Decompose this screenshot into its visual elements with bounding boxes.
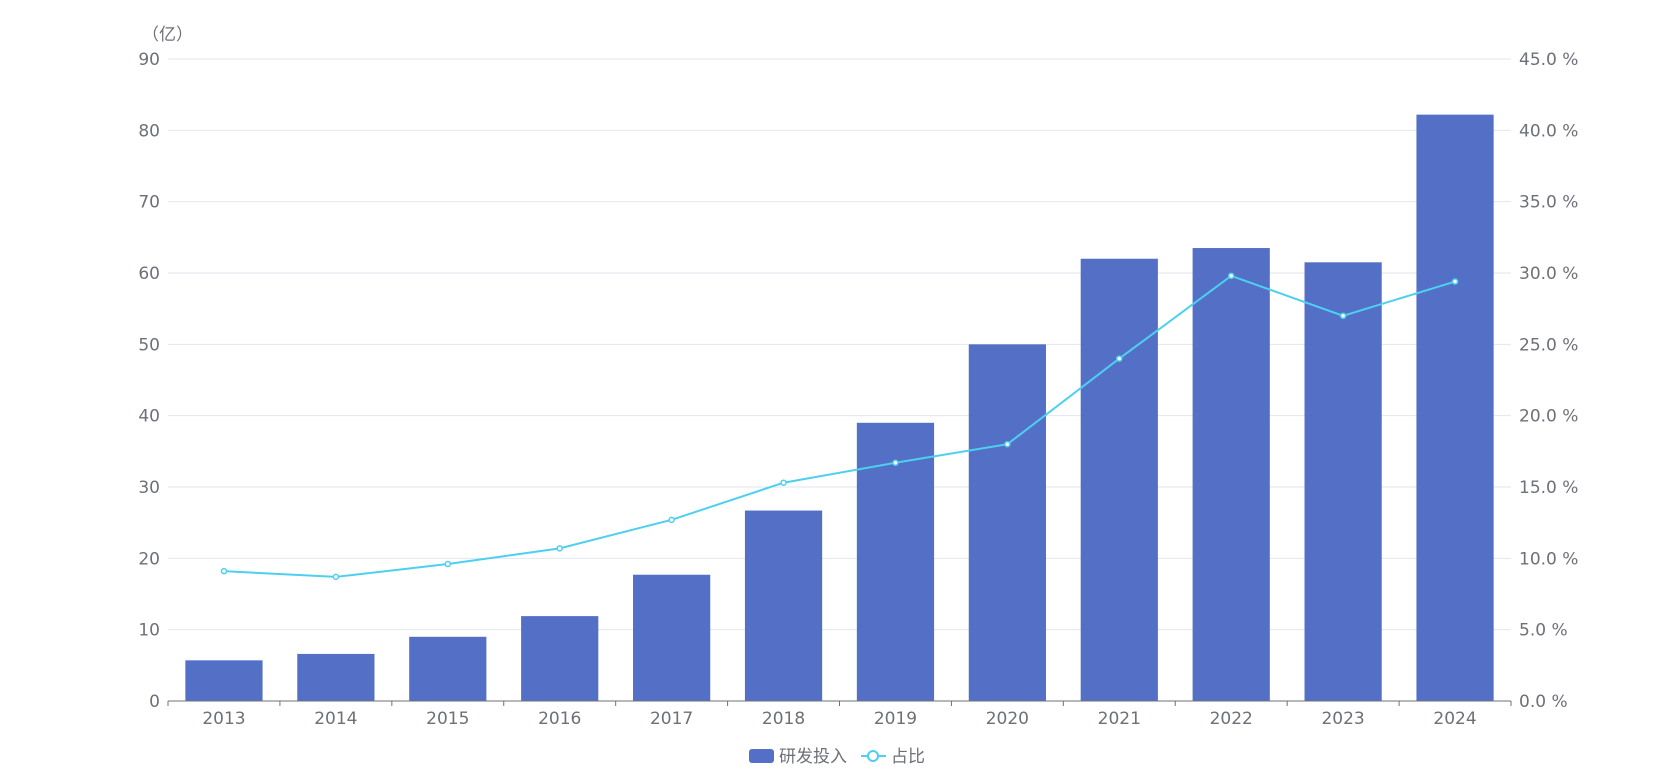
- x-tick-label: 2018: [762, 709, 805, 729]
- bar-2015: [409, 636, 487, 701]
- legend-item-line[interactable]: 占比: [861, 747, 925, 767]
- line-point-2018: [780, 479, 787, 486]
- legend-label: 研发投入: [779, 747, 847, 767]
- y-left-tick-label: 40: [138, 407, 160, 427]
- bar-2013: [185, 660, 263, 701]
- line-point-2020: [1004, 440, 1011, 448]
- axes: 0 10 20 30 40 50 60 70 80 90 0.0 % 5.0 % 10.0 % 15.0 …: [138, 50, 1578, 729]
- y-left-tick-label: 70: [138, 193, 160, 213]
- legend-line-marker: [867, 750, 879, 762]
- y-right-tick-label: 5.0 %: [1519, 621, 1568, 641]
- x-tick-label: 2014: [314, 709, 357, 729]
- line-path: [223, 274, 1456, 578]
- x-tick-label: 2016: [538, 709, 581, 729]
- line-point-2019: [892, 459, 899, 466]
- bar-2023: [1304, 262, 1382, 701]
- bar-2024: [1416, 114, 1494, 701]
- y-right-tick-label: 30.0 %: [1519, 264, 1578, 284]
- y-left-tick-label: 10: [138, 621, 160, 641]
- line-series: [220, 272, 1459, 581]
- bar-2021: [1080, 258, 1158, 701]
- x-tick-label: 2024: [1433, 709, 1476, 729]
- bar-2020: [968, 344, 1046, 701]
- bar-2019: [856, 422, 935, 701]
- y-right-tick-label: 45.0 %: [1519, 50, 1578, 70]
- legend-bar-swatch: [749, 749, 774, 763]
- y-right-tick-label: 10.0 %: [1519, 549, 1578, 569]
- y-left-tick-label: 90: [138, 50, 160, 70]
- y-left-tick-label: 30: [138, 478, 160, 498]
- y-right-tick-label: 0.0 %: [1519, 692, 1568, 712]
- bar-2017: [633, 574, 711, 701]
- x-tick-label: 2013: [202, 709, 245, 729]
- line-point-2024: [1451, 278, 1459, 285]
- y-right-tick-label: 15.0 %: [1519, 478, 1578, 498]
- bar-2016: [521, 616, 599, 701]
- bar-2014: [297, 653, 375, 701]
- line-point-2021: [1116, 355, 1123, 362]
- x-tick-label: 2019: [874, 709, 917, 729]
- line-point-2016: [556, 545, 563, 552]
- line-point-2015: [444, 560, 452, 568]
- y-right-tick-label: 25.0 %: [1519, 335, 1578, 355]
- bar-series: [185, 114, 1494, 702]
- y-left-tick-label: 80: [138, 121, 160, 141]
- x-tick-label: 2017: [650, 709, 693, 729]
- y-left-tick-label: 20: [138, 549, 160, 569]
- legend[interactable]: 研发投入 占比: [749, 747, 925, 767]
- legend-label: 占比: [891, 747, 925, 767]
- line-point-2013: [220, 567, 228, 575]
- bar-2018: [744, 510, 823, 701]
- y-left-tick-label: 50: [138, 335, 160, 355]
- x-tick-label: 2015: [426, 709, 469, 729]
- y-left-tick-label: 0: [149, 692, 160, 712]
- x-tick-label: 2022: [1210, 709, 1253, 729]
- line-point-2017: [668, 516, 675, 524]
- y-left-tick-label: 60: [138, 264, 160, 284]
- y-left-unit-label: （亿）: [142, 25, 193, 45]
- legend-item-bar[interactable]: 研发投入: [749, 747, 847, 767]
- x-tick-label: 2021: [1098, 709, 1141, 729]
- line-point-2014: [332, 573, 340, 581]
- line-point-2022: [1227, 272, 1235, 280]
- y-right-tick-label: 20.0 %: [1519, 407, 1578, 427]
- gridlines: [168, 58, 1511, 631]
- x-tick-label: 2023: [1321, 709, 1364, 729]
- line-point-2023: [1339, 312, 1347, 320]
- y-right-tick-label: 40.0 %: [1519, 121, 1578, 141]
- y-right-tick-label: 35.0 %: [1519, 193, 1578, 213]
- bar-2022: [1192, 248, 1270, 702]
- x-tick-label: 2020: [986, 709, 1029, 729]
